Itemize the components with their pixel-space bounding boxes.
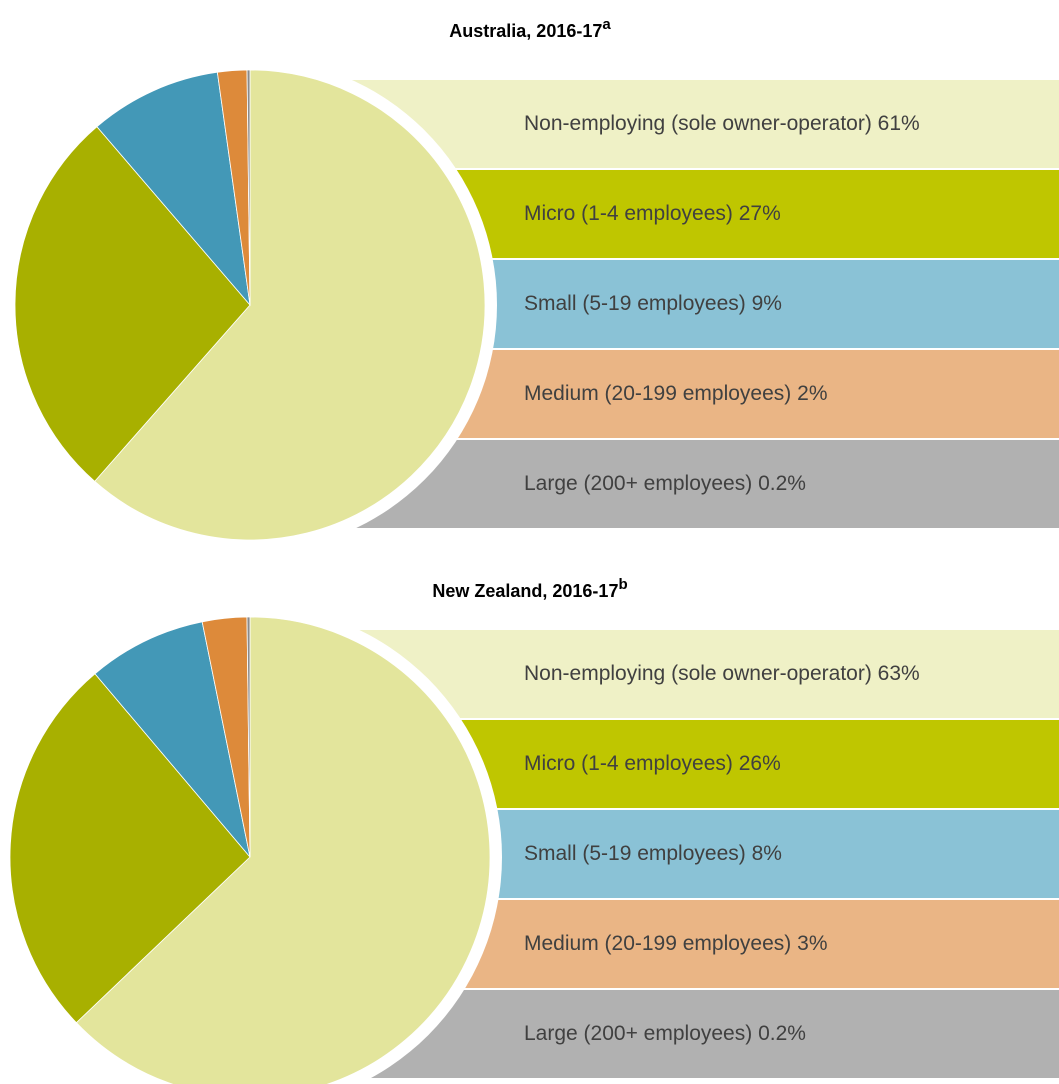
legend-name: Non-employing (sole owner-operator) xyxy=(524,112,872,135)
legend-label: Large (200+ employees) 0.2% xyxy=(524,472,806,495)
legend-label: Small (5-19 employees) 9% xyxy=(524,292,782,315)
legend-label: Medium (20-199 employees) 3% xyxy=(524,932,828,955)
legend-band xyxy=(340,440,1059,528)
pie-group: Australia, 2016-17a Non-employing (sole o… xyxy=(3,16,1059,552)
pie-slice xyxy=(75,616,491,1084)
pie-slice xyxy=(246,69,251,306)
legend-label: Large (200+ employees) 0.2% xyxy=(524,1022,806,1045)
legend-band xyxy=(340,990,1059,1078)
legend-band xyxy=(340,630,1059,718)
legend-value: 27% xyxy=(739,202,781,225)
title-text: New Zealand, 2016-17 xyxy=(432,581,618,601)
legend-band xyxy=(340,80,1059,168)
legend-value: 63% xyxy=(878,662,920,685)
legend-label: Non-employing (sole owner-operator) 63% xyxy=(524,662,920,685)
legend-label: Micro (1-4 employees) 27% xyxy=(524,202,781,225)
legend-value: 8% xyxy=(752,842,782,865)
pie-slice xyxy=(9,673,251,1024)
legend-value: 61% xyxy=(878,112,920,135)
pie-slice xyxy=(94,621,251,858)
chart-title: Australia, 2016-17a xyxy=(449,16,611,42)
legend-label: Non-employing (sole owner-operator) 61% xyxy=(524,112,920,135)
title-note: a xyxy=(602,16,611,33)
legend-name: Micro (1-4 employees) xyxy=(524,752,733,775)
legend-value: 3% xyxy=(797,932,827,955)
pie-slice xyxy=(94,69,486,541)
legend-name: Micro (1-4 employees) xyxy=(524,202,733,225)
pie-slice xyxy=(14,126,251,482)
legend-label: Medium (20-199 employees) 2% xyxy=(524,382,828,405)
chart-title: New Zealand, 2016-17b xyxy=(432,576,627,602)
pie-slice xyxy=(96,71,251,307)
legend-name: Medium (20-199 employees) xyxy=(524,932,791,955)
legend-value: 2% xyxy=(797,382,827,405)
legend-name: Medium (20-199 employees) xyxy=(524,382,791,405)
title-text: Australia, 2016-17 xyxy=(449,21,602,41)
title-note: b xyxy=(618,576,627,593)
legend-name: Large (200+ employees) xyxy=(524,472,752,495)
legend-name: Small (5-19 employees) xyxy=(524,292,746,315)
legend-name: Large (200+ employees) xyxy=(524,1022,752,1045)
legend-value: 0.2% xyxy=(758,472,806,495)
legend-value: 9% xyxy=(752,292,782,315)
legend-name: Non-employing (sole owner-operator) xyxy=(524,662,872,685)
legend-value: 26% xyxy=(739,752,781,775)
pie-group: New Zealand, 2016-17b Non-employing (sole… xyxy=(0,576,1059,1084)
legend-label: Micro (1-4 employees) 26% xyxy=(524,752,781,775)
pie-slice xyxy=(246,616,251,858)
legend-value: 0.2% xyxy=(758,1022,806,1045)
legend-name: Small (5-19 employees) xyxy=(524,842,746,865)
legend-label: Small (5-19 employees) 8% xyxy=(524,842,782,865)
